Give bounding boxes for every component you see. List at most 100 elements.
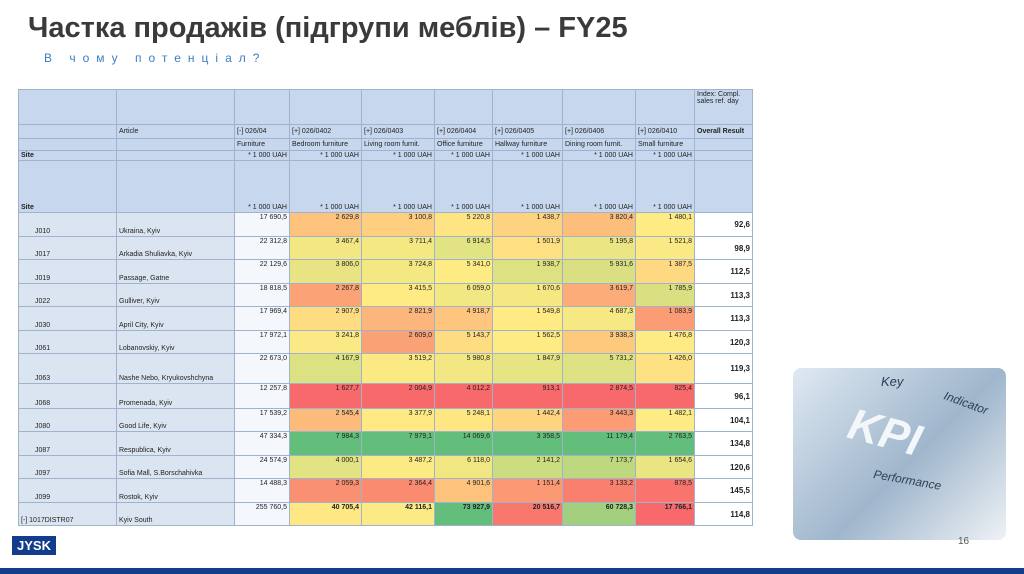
table-cell: 114,8 bbox=[694, 502, 753, 526]
table-cell: Bedroom furniture bbox=[289, 138, 362, 151]
table-cell: * 1 000 UAH bbox=[492, 150, 563, 161]
table-cell: 134,8 bbox=[694, 431, 753, 456]
table-cell: 1 083,9 bbox=[635, 306, 695, 331]
table-cell: J099 bbox=[18, 478, 117, 503]
image-label: KPI bbox=[843, 399, 927, 466]
table-cell: * 1 000 UAH bbox=[289, 150, 362, 161]
table-cell: Ukraina, Kyiv bbox=[116, 212, 235, 237]
table-cell: Promenada, Kyiv bbox=[116, 383, 235, 409]
table-cell: 3 133,2 bbox=[562, 478, 636, 503]
table-cell: 1 387,5 bbox=[635, 259, 695, 284]
table-cell: 5 143,7 bbox=[434, 330, 493, 354]
subtitle: В чому потенціал? bbox=[44, 51, 267, 65]
table-cell: 96,1 bbox=[694, 383, 753, 409]
table-cell: 17 766,1 bbox=[635, 502, 695, 526]
table-cell: 2 267,8 bbox=[289, 283, 362, 307]
table-cell: 3 938,3 bbox=[562, 330, 636, 354]
table-cell: 98,9 bbox=[694, 236, 753, 260]
table-cell: 73 927,9 bbox=[434, 502, 493, 526]
table-cell: 5 220,8 bbox=[434, 212, 493, 237]
table-cell bbox=[18, 138, 117, 151]
table-cell: 60 728,3 bbox=[562, 502, 636, 526]
table-cell: 1 151,4 bbox=[492, 478, 563, 503]
table-cell: 1 438,7 bbox=[492, 212, 563, 237]
table-cell: 4 000,1 bbox=[289, 455, 362, 479]
table-cell: 17 690,5 bbox=[234, 212, 290, 237]
table-cell bbox=[289, 89, 362, 125]
table-cell: J087 bbox=[18, 431, 117, 456]
table-cell: 3 415,5 bbox=[361, 283, 435, 307]
table-cell: 2 004,9 bbox=[361, 383, 435, 409]
table-cell: 14 488,3 bbox=[234, 478, 290, 503]
table-cell: 3 358,5 bbox=[492, 431, 563, 456]
table-cell: 120,3 bbox=[694, 330, 753, 354]
table-cell: 255 760,5 bbox=[234, 502, 290, 526]
table-cell: 1 426,0 bbox=[635, 353, 695, 384]
table-cell: 104,1 bbox=[694, 408, 753, 432]
table-cell: 4 901,6 bbox=[434, 478, 493, 503]
table-cell: * 1 000 UAH bbox=[234, 160, 290, 213]
table-cell: 5 248,1 bbox=[434, 408, 493, 432]
table-cell: Nashe Nebo, Kryukovshchyna bbox=[116, 353, 235, 384]
table-cell: 18 818,5 bbox=[234, 283, 290, 307]
table-cell: 7 984,3 bbox=[289, 431, 362, 456]
table-cell: 6 914,5 bbox=[434, 236, 493, 260]
table-cell: 17 969,4 bbox=[234, 306, 290, 331]
table-cell: 1 549,8 bbox=[492, 306, 563, 331]
table-cell: Dining room furnit. bbox=[562, 138, 636, 151]
table-cell: 1 938,7 bbox=[492, 259, 563, 284]
table-cell: 878,5 bbox=[635, 478, 695, 503]
table-cell: Article bbox=[116, 124, 235, 139]
image-label: Performance bbox=[872, 467, 943, 493]
table-cell: 5 980,8 bbox=[434, 353, 493, 384]
table-cell: [+] 026/0406 bbox=[562, 124, 636, 139]
table-cell: J063 bbox=[18, 353, 117, 384]
table-cell: 2 629,8 bbox=[289, 212, 362, 237]
table-cell: Sofia Mall, S.Borschahivka bbox=[116, 455, 235, 479]
table-cell: J019 bbox=[18, 259, 117, 284]
table-cell: 3 100,8 bbox=[361, 212, 435, 237]
table-cell: 1 654,6 bbox=[635, 455, 695, 479]
table-cell: [+] 026/0405 bbox=[492, 124, 563, 139]
table-cell: 3 619,7 bbox=[562, 283, 636, 307]
table-cell bbox=[18, 124, 117, 139]
table-cell bbox=[234, 89, 290, 125]
table-cell: J030 bbox=[18, 306, 117, 331]
table-cell: 3 377,9 bbox=[361, 408, 435, 432]
table-cell: [-] 1017DISTR07 bbox=[18, 502, 117, 526]
page-number: 16 bbox=[958, 536, 970, 547]
table-cell: Hallway furniture bbox=[492, 138, 563, 151]
table-cell: 113,3 bbox=[694, 283, 753, 307]
table-cell: 1 670,6 bbox=[492, 283, 563, 307]
table-cell: 145,5 bbox=[694, 478, 753, 503]
table-cell: 17 539,2 bbox=[234, 408, 290, 432]
table-cell: 1 476,8 bbox=[635, 330, 695, 354]
table-cell: 7 173,7 bbox=[562, 455, 636, 479]
table-cell: Small furniture bbox=[635, 138, 695, 151]
table-cell: 4 918,7 bbox=[434, 306, 493, 331]
logo: JYSK bbox=[12, 536, 56, 555]
table-cell bbox=[18, 89, 117, 125]
table-cell: Arkadia Shuliavka, Kyiv bbox=[116, 236, 235, 260]
table-cell: 1 480,1 bbox=[635, 212, 695, 237]
table-cell bbox=[116, 89, 235, 125]
table-cell bbox=[562, 89, 636, 125]
table-cell: * 1 000 UAH bbox=[361, 160, 435, 213]
table-cell: Rostok, Kyiv bbox=[116, 478, 235, 503]
table-cell: 4 687,3 bbox=[562, 306, 636, 331]
table-cell bbox=[434, 89, 493, 125]
table-cell: 3 820,4 bbox=[562, 212, 636, 237]
table-cell: 4 167,9 bbox=[289, 353, 362, 384]
table-cell: * 1 000 UAH bbox=[635, 160, 695, 213]
table-cell: 119,3 bbox=[694, 353, 753, 384]
table-cell: Overall Result bbox=[694, 124, 753, 139]
image-label: Indicator bbox=[941, 388, 991, 418]
table-cell: 3 487,2 bbox=[361, 455, 435, 479]
table-cell: 1 442,4 bbox=[492, 408, 563, 432]
table-cell: * 1 000 UAH bbox=[492, 160, 563, 213]
table-cell: Office furniture bbox=[434, 138, 493, 151]
table-cell: 14 069,6 bbox=[434, 431, 493, 456]
table-cell: 5 931,6 bbox=[562, 259, 636, 284]
table-cell: 20 516,7 bbox=[492, 502, 563, 526]
